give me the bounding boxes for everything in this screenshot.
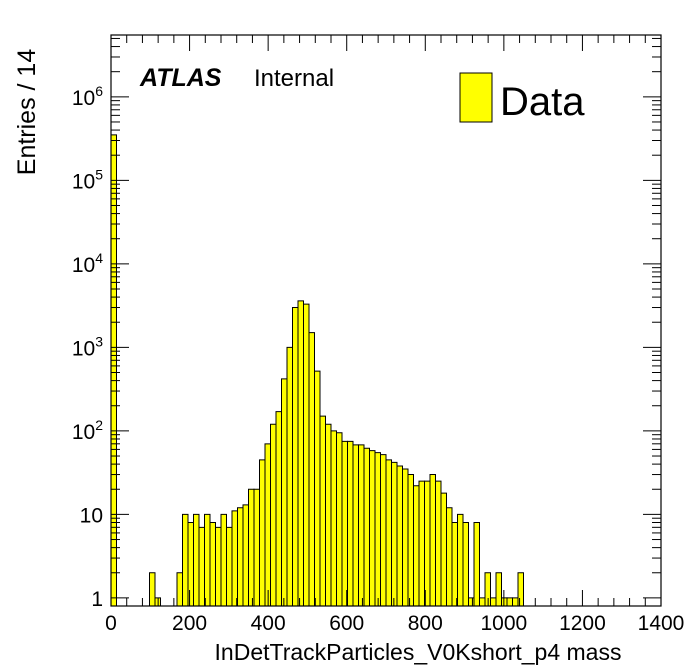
histogram-bar xyxy=(265,443,271,606)
histogram-bar xyxy=(210,522,216,606)
histogram-bar xyxy=(364,448,370,606)
histogram-bar xyxy=(204,514,210,606)
histogram-bar xyxy=(325,424,331,606)
histogram-bar-edge xyxy=(495,572,502,606)
histogram-bar xyxy=(259,459,265,606)
y-tick-label: 1 xyxy=(91,588,103,611)
histogram-bar xyxy=(380,454,386,606)
histogram-bar xyxy=(292,307,298,606)
y-tick-label: 106 xyxy=(72,83,103,110)
histogram-bar xyxy=(276,411,282,606)
histogram-bar xyxy=(232,510,238,606)
histogram-bar xyxy=(397,465,403,606)
histogram-bar-edge xyxy=(149,572,156,606)
x-tick-label: 400 xyxy=(251,612,286,635)
histogram-bar xyxy=(336,432,342,606)
histogram-bar xyxy=(358,444,364,606)
histogram-bar xyxy=(270,424,276,606)
histogram-bar xyxy=(402,468,408,606)
histogram-bar xyxy=(468,597,474,606)
x-tick-label: 1400 xyxy=(638,612,685,635)
histogram-bar xyxy=(485,572,491,606)
histogram-bar xyxy=(309,332,315,606)
histogram-bar xyxy=(479,597,485,606)
histogram-bar xyxy=(149,572,155,606)
histogram-bar xyxy=(215,527,221,606)
histogram-bar xyxy=(507,597,513,606)
histogram-bar xyxy=(347,441,353,606)
x-tick-label: 800 xyxy=(408,612,443,635)
y-tick-labels: 1 10 102 103 104 105 106 xyxy=(72,83,103,611)
histogram-bar xyxy=(490,597,496,606)
y-tick-label: 104 xyxy=(72,250,103,277)
histogram-bar xyxy=(226,527,232,606)
histogram-bar xyxy=(512,597,518,606)
histogram-bar xyxy=(193,514,199,606)
legend: Data xyxy=(459,72,585,124)
histogram-bar xyxy=(408,474,414,606)
histogram-bar-edge xyxy=(517,572,524,606)
histogram-bar xyxy=(452,522,458,606)
histogram-bar xyxy=(243,504,249,606)
histogram-bar xyxy=(182,514,188,606)
histogram-bar-edge xyxy=(154,597,161,606)
histogram-bar xyxy=(496,572,502,606)
histogram-bar xyxy=(254,489,260,606)
histogram-bar-edge xyxy=(462,521,469,606)
histogram-bar xyxy=(199,527,205,606)
histogram-bar xyxy=(369,450,375,606)
histogram-bar xyxy=(287,347,293,606)
histogram-bar xyxy=(424,481,430,606)
y-tick-label: 10 xyxy=(80,504,103,527)
histogram-bar xyxy=(237,507,243,606)
histogram-bar xyxy=(188,522,194,606)
histogram-bar xyxy=(457,514,463,606)
atlas-label: ATLAS xyxy=(139,64,222,92)
histogram-bar xyxy=(281,378,287,606)
x-tick-label: 1200 xyxy=(559,612,606,635)
legend-swatch-data xyxy=(459,72,493,123)
histogram-bar xyxy=(446,507,452,606)
histogram-bar xyxy=(331,430,337,606)
histogram-bar xyxy=(435,481,441,606)
x-tick-label: 1000 xyxy=(480,612,527,635)
histogram-bar-edge xyxy=(473,521,480,606)
histogram-bar xyxy=(303,304,309,606)
histogram-bar xyxy=(177,572,183,606)
x-tick-labels: 0 200 400 600 800 1000 1200 1400 xyxy=(105,612,684,635)
legend-label-data: Data xyxy=(500,80,585,124)
histogram-bar xyxy=(248,489,254,606)
y-axis-label: Entries / 14 xyxy=(13,49,41,176)
histogram-bar xyxy=(463,522,469,606)
y-tick-label: 103 xyxy=(72,333,103,360)
histogram-bar xyxy=(430,474,436,606)
histogram-bar xyxy=(474,522,480,606)
histogram-bar xyxy=(518,572,524,606)
y-tick-label: 102 xyxy=(72,417,103,444)
histogram-bar xyxy=(221,514,227,606)
histogram-bar xyxy=(298,300,304,606)
x-tick-label: 0 xyxy=(105,612,117,635)
histogram-bar xyxy=(419,481,425,606)
y-tick-label: 105 xyxy=(72,166,103,193)
axis-ticks xyxy=(110,35,662,606)
histogram-bar xyxy=(314,371,320,606)
x-tick-label: 600 xyxy=(329,612,364,635)
plot-frame xyxy=(110,34,662,607)
histogram-bars xyxy=(110,134,524,607)
histogram-bar xyxy=(391,462,397,606)
histogram-bar xyxy=(111,134,117,607)
x-axis-label: InDetTrackParticles_V0Kshort_p4 mass xyxy=(215,639,622,665)
internal-label: Internal xyxy=(254,65,334,92)
x-tick-label: 200 xyxy=(172,612,207,635)
histogram-bar xyxy=(342,441,348,606)
histogram-bar xyxy=(386,459,392,606)
histogram-bar xyxy=(375,452,381,606)
histogram-bar xyxy=(413,485,419,606)
histogram-bar-edge xyxy=(484,572,491,606)
histogram-bar xyxy=(320,416,326,606)
histogram-bar xyxy=(353,444,359,606)
histogram-bar xyxy=(441,493,447,606)
